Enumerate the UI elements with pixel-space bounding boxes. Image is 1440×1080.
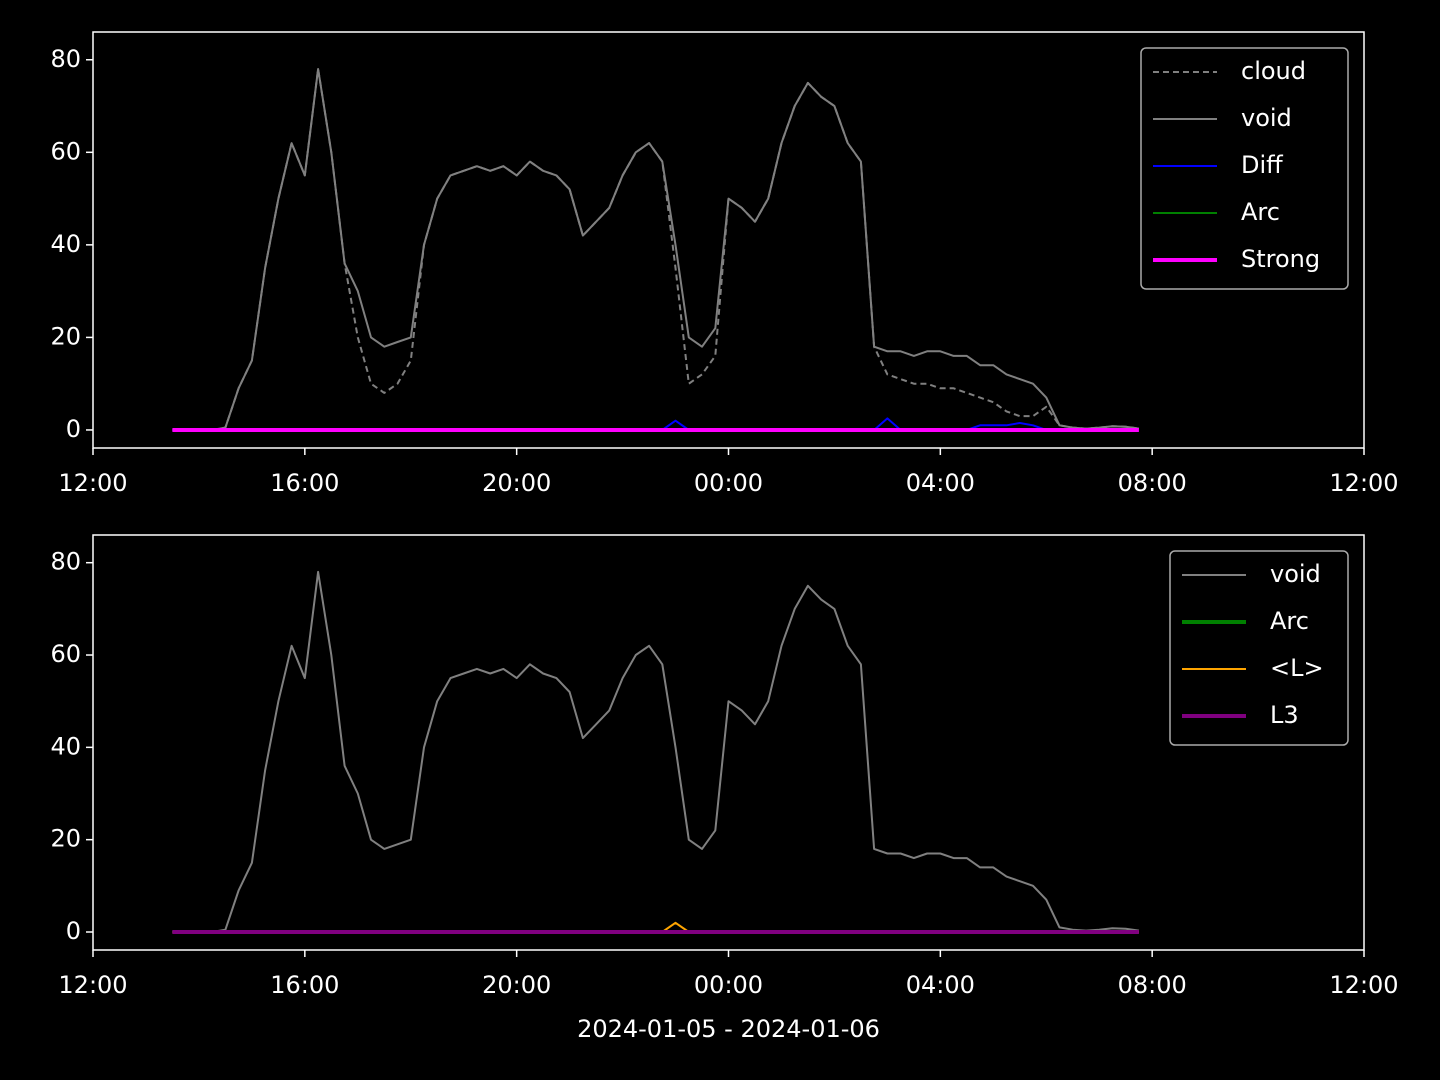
y-tick-label: 40 bbox=[50, 230, 81, 258]
y-tick-label: 60 bbox=[50, 137, 81, 165]
legend-label: L3 bbox=[1270, 701, 1299, 729]
x-tick-label: 12:00 bbox=[1329, 469, 1398, 497]
x-tick-label: 16:00 bbox=[270, 971, 339, 999]
x-tick-label: 12:00 bbox=[58, 469, 127, 497]
x-tick-label: 00:00 bbox=[694, 469, 763, 497]
axes-frame bbox=[92, 534, 1365, 951]
x-tick-label: 08:00 bbox=[1118, 971, 1187, 999]
y-tick-label: 80 bbox=[50, 45, 81, 73]
y-tick-label: 0 bbox=[66, 917, 81, 945]
x-tick-label: 20:00 bbox=[482, 469, 551, 497]
legend-label: Diff bbox=[1241, 151, 1283, 179]
x-tick-label: 16:00 bbox=[270, 469, 339, 497]
legend-box bbox=[1140, 47, 1349, 290]
legend: cloud void Diff Arc Strong bbox=[1140, 47, 1349, 290]
x-tick-label: 12:00 bbox=[58, 971, 127, 999]
axes-frame bbox=[92, 31, 1365, 449]
legend-label: Strong bbox=[1241, 245, 1320, 273]
x-tick-label: 00:00 bbox=[694, 971, 763, 999]
x-tick-label: 04:00 bbox=[906, 469, 975, 497]
x-tick-label: 04:00 bbox=[906, 971, 975, 999]
legend-label: Arc bbox=[1270, 607, 1309, 635]
x-tick-label: 12:00 bbox=[1329, 971, 1398, 999]
x-tick-label: 08:00 bbox=[1118, 469, 1187, 497]
legend-label: <L> bbox=[1270, 654, 1324, 682]
x-axis-label: 2024-01-05 - 2024-01-06 bbox=[577, 1015, 880, 1043]
axes: 0 20 40 60 80 12:00 16:00 20:00 00:00 04:00 08:00 1… bbox=[50, 548, 1398, 999]
y-tick-label: 0 bbox=[66, 415, 81, 443]
y-tick-label: 20 bbox=[50, 322, 81, 350]
legend-label: void bbox=[1241, 104, 1292, 132]
axes: 0 20 40 60 80 12:00 16:00 20:00 00:00 04:00 08:00 1… bbox=[50, 45, 1398, 497]
series-line bbox=[172, 68, 1140, 431]
legend: void Arc <L> L3 bbox=[1169, 550, 1349, 746]
legend-label: Arc bbox=[1241, 198, 1280, 226]
y-tick-label: 60 bbox=[50, 640, 81, 668]
series-line bbox=[172, 68, 1140, 431]
legend-label: void bbox=[1270, 560, 1321, 588]
legend-label: cloud bbox=[1241, 57, 1306, 85]
y-tick-label: 40 bbox=[50, 732, 81, 760]
y-tick-label: 80 bbox=[50, 548, 81, 576]
legend-box bbox=[1169, 550, 1349, 746]
y-tick-label: 20 bbox=[50, 825, 81, 853]
series-line bbox=[172, 570, 1140, 933]
x-tick-label: 20:00 bbox=[482, 971, 551, 999]
